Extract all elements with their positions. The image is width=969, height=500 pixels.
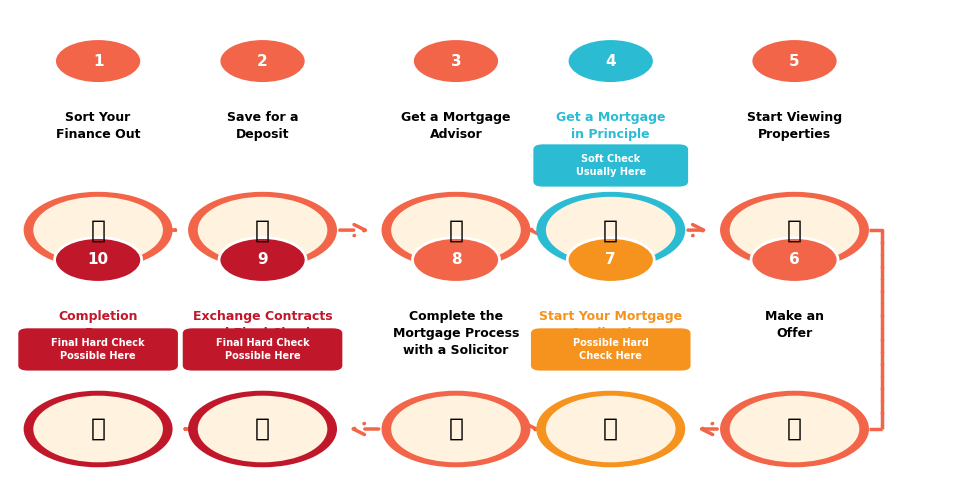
Text: 4: 4 [605,54,615,68]
Circle shape [391,197,520,264]
Text: 7: 7 [605,252,615,268]
Circle shape [546,197,674,264]
Circle shape [381,192,530,268]
Circle shape [54,38,141,84]
Text: 🖩: 🖩 [90,218,106,242]
Circle shape [198,197,327,264]
Text: 💰: 💰 [786,417,801,441]
Circle shape [219,38,306,84]
Circle shape [546,396,674,462]
Circle shape [750,38,837,84]
Circle shape [219,238,306,282]
Text: 10: 10 [87,252,109,268]
Circle shape [54,238,141,282]
Text: Final Hard Check
Possible Here: Final Hard Check Possible Here [51,338,144,361]
Circle shape [729,197,859,264]
Text: Completion
Day: Completion Day [58,310,138,340]
Text: 2: 2 [257,54,267,68]
Circle shape [33,396,163,462]
Circle shape [188,192,336,268]
Text: Final Hard Check
Possible Here: Final Hard Check Possible Here [215,338,309,361]
Text: Get a Mortgage
in Principle: Get a Mortgage in Principle [555,111,665,141]
FancyBboxPatch shape [533,144,687,186]
Circle shape [567,38,653,84]
Text: 5: 5 [789,54,799,68]
Circle shape [750,238,837,282]
Circle shape [198,396,327,462]
Text: 8: 8 [451,252,461,268]
FancyBboxPatch shape [530,328,690,370]
FancyBboxPatch shape [182,328,342,370]
Circle shape [23,390,172,468]
Text: 📋: 📋 [603,417,617,441]
Text: Exchange Contracts
and Final Checks: Exchange Contracts and Final Checks [193,310,332,340]
Text: 🤝: 🤝 [90,417,106,441]
Text: Start Your Mortgage
Application: Start Your Mortgage Application [539,310,681,340]
Text: 🐷: 🐷 [255,218,269,242]
Text: Save for a
Deposit: Save for a Deposit [227,111,298,141]
FancyBboxPatch shape [18,328,177,370]
Text: 9: 9 [257,252,267,268]
Text: Soft Check
Usually Here: Soft Check Usually Here [575,154,645,177]
Text: 📋: 📋 [603,218,617,242]
Text: Complete the
Mortgage Process
with a Solicitor: Complete the Mortgage Process with a Sol… [392,310,518,356]
Text: 3: 3 [451,54,461,68]
Circle shape [391,396,520,462]
Text: Make an
Offer: Make an Offer [765,310,823,340]
Text: Get a Mortgage
Advisor: Get a Mortgage Advisor [401,111,511,141]
Text: 1: 1 [93,54,104,68]
Circle shape [188,390,336,468]
Circle shape [381,390,530,468]
Text: Sort Your
Finance Out: Sort Your Finance Out [56,111,141,141]
Text: 👤: 👤 [448,218,463,242]
Text: 🏠: 🏠 [448,417,463,441]
Text: 📄: 📄 [255,417,269,441]
Text: Possible Hard
Check Here: Possible Hard Check Here [573,338,648,361]
Circle shape [412,238,499,282]
Circle shape [719,192,868,268]
Circle shape [536,192,684,268]
Text: Start Viewing
Properties: Start Viewing Properties [746,111,841,141]
Circle shape [33,197,163,264]
Circle shape [536,390,684,468]
Circle shape [23,192,172,268]
Text: 🏠: 🏠 [786,218,801,242]
Circle shape [729,396,859,462]
Circle shape [567,238,653,282]
Text: 6: 6 [789,252,799,268]
Circle shape [719,390,868,468]
Circle shape [412,38,499,84]
